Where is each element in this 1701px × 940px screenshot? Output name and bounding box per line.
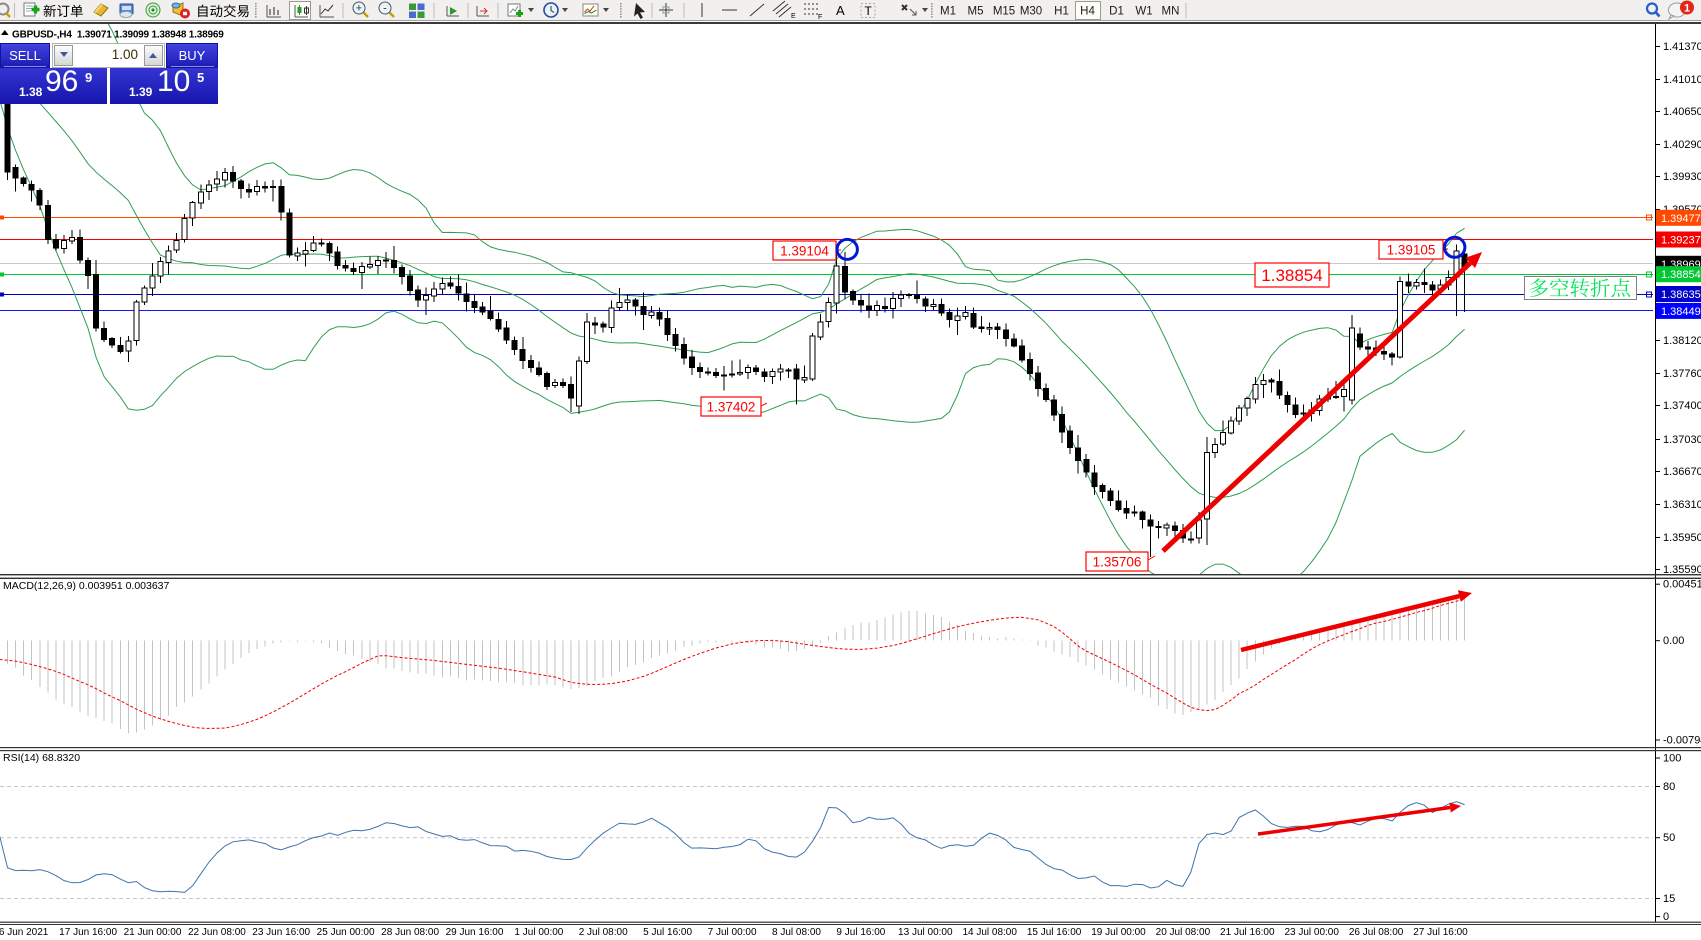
svg-text:H4: H4 <box>1080 6 1095 18</box>
svg-text:1.40290: 1.40290 <box>1663 139 1701 151</box>
svg-text:T: T <box>865 4 873 18</box>
svg-text:1.39104: 1.39104 <box>780 243 829 258</box>
svg-text:M15: M15 <box>993 6 1015 18</box>
svg-text:1.35706: 1.35706 <box>1093 554 1142 569</box>
svg-text:W1: W1 <box>1135 6 1152 18</box>
svg-text:2 Jul 08:00: 2 Jul 08:00 <box>579 927 628 938</box>
svg-text:1.41010: 1.41010 <box>1663 74 1701 86</box>
svg-text:1.41370: 1.41370 <box>1663 41 1701 53</box>
svg-text:1.38854: 1.38854 <box>1261 266 1322 285</box>
svg-text:1.37402: 1.37402 <box>707 399 756 414</box>
svg-text:MACD(12,26,9) 0.003951 0.00363: MACD(12,26,9) 0.003951 0.003637 <box>3 580 170 592</box>
svg-text:1.38854: 1.38854 <box>1661 269 1701 281</box>
svg-text:17 Jun 16:00: 17 Jun 16:00 <box>59 927 117 938</box>
svg-text:-0.00794: -0.00794 <box>1663 735 1701 747</box>
svg-text:25 Jun 00:00: 25 Jun 00:00 <box>317 927 375 938</box>
svg-text:1.39237: 1.39237 <box>1661 235 1701 247</box>
svg-text:21 Jul 16:00: 21 Jul 16:00 <box>1220 927 1275 938</box>
svg-text:D1: D1 <box>1109 6 1124 18</box>
svg-text:8 Jul 08:00: 8 Jul 08:00 <box>772 927 821 938</box>
svg-text:M1: M1 <box>940 6 956 18</box>
svg-text:9 Jul 16:00: 9 Jul 16:00 <box>836 927 885 938</box>
svg-text:27 Jul 16:00: 27 Jul 16:00 <box>1413 927 1468 938</box>
svg-text:0.004517: 0.004517 <box>1663 579 1701 591</box>
svg-text:RSI(14) 68.8320: RSI(14) 68.8320 <box>3 752 80 764</box>
svg-text:-: - <box>383 3 387 15</box>
svg-text:0: 0 <box>1663 911 1669 923</box>
svg-text:1.37400: 1.37400 <box>1663 400 1701 412</box>
svg-text:21 Jun 00:00: 21 Jun 00:00 <box>124 927 182 938</box>
svg-text:1.35950: 1.35950 <box>1663 532 1701 544</box>
svg-text:M30: M30 <box>1020 6 1042 18</box>
svg-text:1.38449: 1.38449 <box>1661 306 1701 318</box>
svg-text:1.39477: 1.39477 <box>1661 213 1701 225</box>
svg-text:15 Jul 16:00: 15 Jul 16:00 <box>1027 927 1082 938</box>
svg-text:100: 100 <box>1663 753 1681 765</box>
svg-text:0.00: 0.00 <box>1663 635 1684 647</box>
svg-text:F: F <box>818 14 822 21</box>
svg-text:1.35590: 1.35590 <box>1663 564 1701 576</box>
svg-text:1.37760: 1.37760 <box>1663 368 1701 380</box>
svg-text:1.39930: 1.39930 <box>1663 171 1701 183</box>
svg-text:MN: MN <box>1162 6 1180 18</box>
svg-text:23 Jul 00:00: 23 Jul 00:00 <box>1284 927 1339 938</box>
svg-text:7 Jul 00:00: 7 Jul 00:00 <box>708 927 757 938</box>
svg-text:1.36670: 1.36670 <box>1663 466 1701 478</box>
svg-text:80: 80 <box>1663 781 1675 793</box>
svg-text:6 Jun 2021: 6 Jun 2021 <box>0 927 49 938</box>
svg-text:+: + <box>356 3 362 15</box>
svg-text:E: E <box>791 13 796 20</box>
svg-text:13 Jul 00:00: 13 Jul 00:00 <box>898 927 953 938</box>
svg-text:19 Jul 00:00: 19 Jul 00:00 <box>1091 927 1146 938</box>
svg-text:1.37030: 1.37030 <box>1663 434 1701 446</box>
svg-text:29 Jun 16:00: 29 Jun 16:00 <box>446 927 504 938</box>
svg-text:15: 15 <box>1663 893 1675 905</box>
svg-text:5 Jul 16:00: 5 Jul 16:00 <box>643 927 692 938</box>
svg-text:22 Jun 08:00: 22 Jun 08:00 <box>188 927 246 938</box>
svg-text:A: A <box>836 3 845 18</box>
svg-text:50: 50 <box>1663 832 1675 844</box>
svg-text:26 Jul 08:00: 26 Jul 08:00 <box>1349 927 1404 938</box>
svg-text:H1: H1 <box>1054 6 1069 18</box>
svg-text:14 Jul 08:00: 14 Jul 08:00 <box>962 927 1017 938</box>
svg-text:1.38120: 1.38120 <box>1663 335 1701 347</box>
svg-text:1.39105: 1.39105 <box>1387 242 1436 257</box>
svg-text:1.38635: 1.38635 <box>1661 289 1701 301</box>
svg-text:1.40650: 1.40650 <box>1663 106 1701 118</box>
svg-text:1: 1 <box>1684 3 1690 15</box>
svg-text:1 Jul 00:00: 1 Jul 00:00 <box>514 927 563 938</box>
svg-text:23 Jun 16:00: 23 Jun 16:00 <box>252 927 310 938</box>
svg-text:20 Jul 08:00: 20 Jul 08:00 <box>1156 927 1211 938</box>
svg-text:28 Jun 08:00: 28 Jun 08:00 <box>381 927 439 938</box>
svg-text:GBPUSD-,H4 1.39071 1.39099 1.: GBPUSD-,H4 1.39071 1.39099 1.38948 1.389… <box>12 30 224 41</box>
svg-text:M5: M5 <box>968 6 984 18</box>
svg-text:1.36310: 1.36310 <box>1663 499 1701 511</box>
